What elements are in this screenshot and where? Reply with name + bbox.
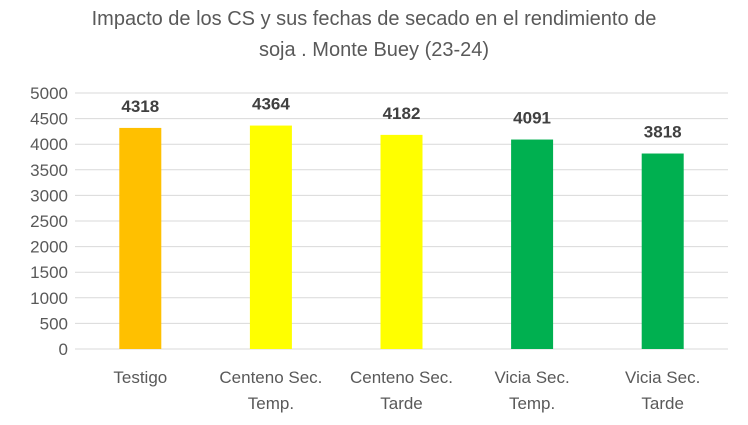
bar [641, 153, 684, 349]
bar [119, 127, 162, 350]
bar [511, 139, 554, 349]
y-tick-label: 2500 [30, 212, 68, 231]
data-label: 3818 [644, 123, 682, 142]
data-labels: 4318 4364 4182 4091 3818 [121, 95, 681, 142]
bar [380, 134, 423, 349]
y-tick-label: 5000 [30, 84, 68, 103]
y-tick-label: 1000 [30, 289, 68, 308]
x-tick-label: Tarde [380, 394, 423, 413]
data-label: 4318 [121, 97, 159, 116]
bars [119, 125, 684, 350]
x-axis: Testigo Centeno Sec. Temp. Centeno Sec. Tard… [113, 368, 700, 413]
y-tick-label: 0 [59, 340, 68, 359]
chart-title-line-1: Impacto de los CS y sus fechas de secado… [91, 8, 657, 30]
y-tick-label: 3000 [30, 186, 68, 205]
x-tick-label: Tarde [641, 394, 684, 413]
x-tick-label: Vicia Sec. [494, 368, 569, 387]
data-label: 4182 [383, 104, 421, 123]
y-axis: 0 500 1000 1500 2000 2500 3000 3500 4000 4500 5000 [30, 84, 68, 359]
x-tick-label: Vicia Sec. [625, 368, 700, 387]
y-tick-label: 1500 [30, 263, 68, 282]
x-tick-label: Centeno Sec. [350, 368, 453, 387]
y-tick-label: 4000 [30, 135, 68, 154]
y-tick-label: 500 [40, 314, 68, 333]
y-tick-label: 2000 [30, 238, 68, 257]
y-tick-label: 3500 [30, 161, 68, 180]
data-label: 4364 [252, 95, 290, 114]
data-label: 4091 [513, 109, 551, 128]
x-tick-label: Testigo [113, 368, 167, 387]
bar [249, 125, 292, 349]
y-tick-label: 4500 [30, 110, 68, 129]
x-tick-label: Temp. [509, 394, 555, 413]
chart-title: Impacto de los CS y sus fechas de secado… [0, 4, 748, 66]
x-tick-label: Centeno Sec. [219, 368, 322, 387]
x-tick-label: Temp. [248, 394, 294, 413]
chart-title-line-2: soja . Monte Buey (23-24) [258, 39, 490, 61]
